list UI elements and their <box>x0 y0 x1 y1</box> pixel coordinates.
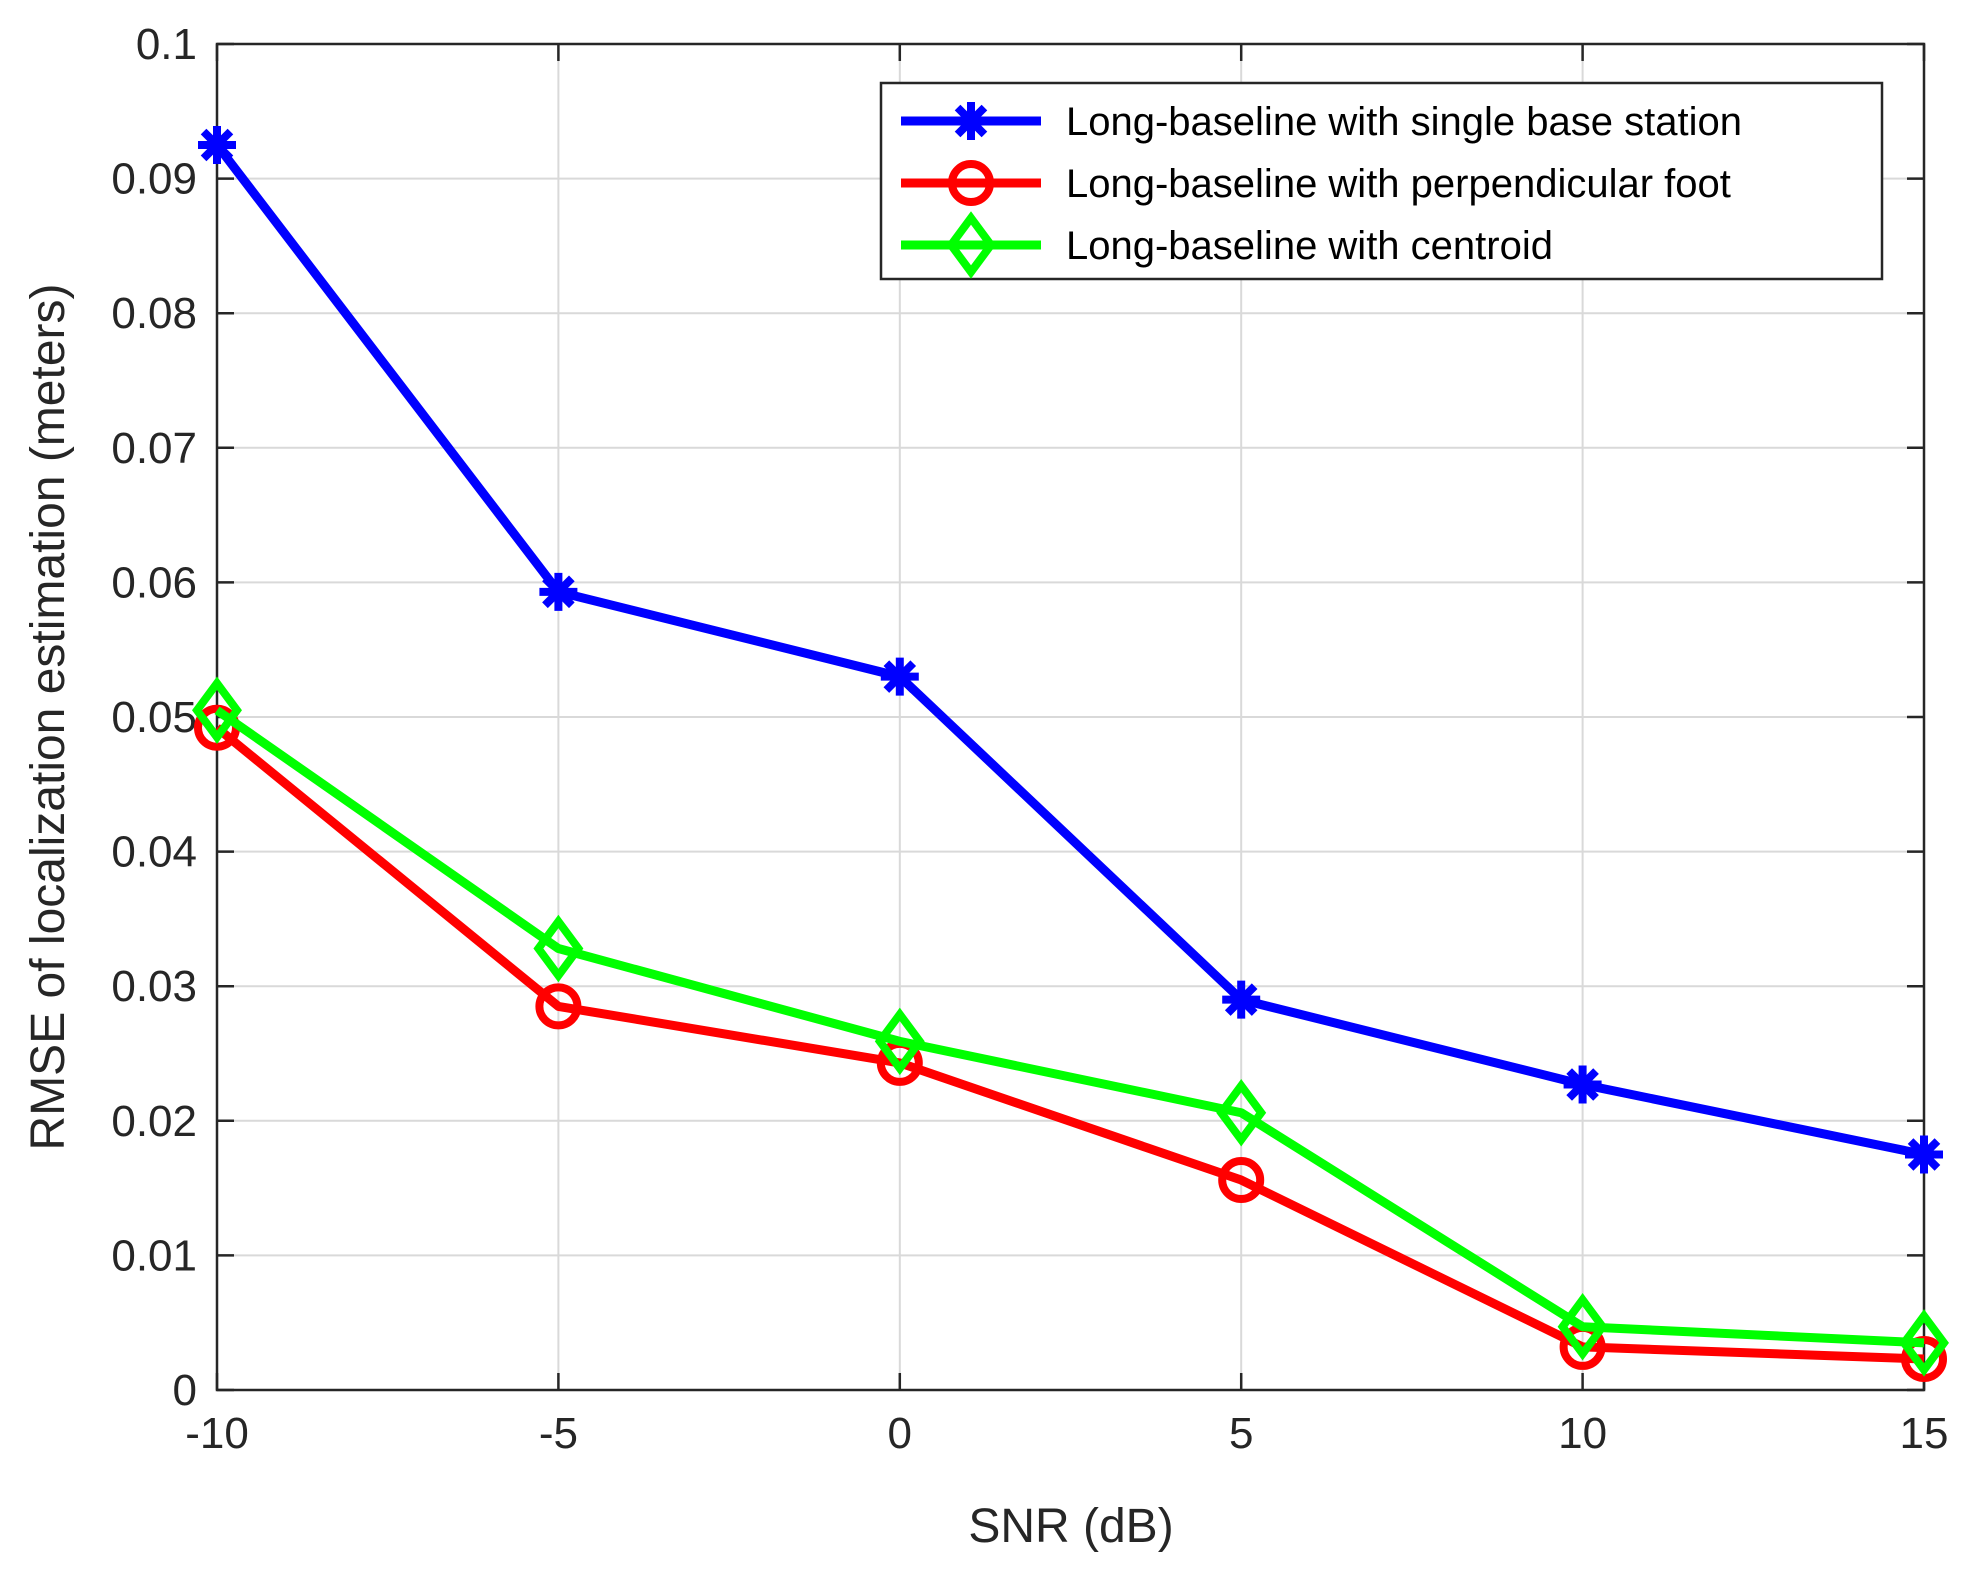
ticks: -10 -5 0 5 10 15 0 0.01 0.02 0.03 0.04 0.05 0.06 0.07… <box>111 20 1948 1458</box>
diamond-marker <box>192 676 242 744</box>
legend-asterisk-marker <box>952 102 990 140</box>
y-tick-label: 0.06 <box>111 558 197 607</box>
diamond-marker <box>533 914 584 983</box>
x-tick-label: -5 <box>539 1409 578 1458</box>
y-tick-label: 0.02 <box>111 1097 197 1146</box>
x-axis-label: SNR (dB) <box>968 1500 1173 1553</box>
legend-label: Long-baseline with centroid <box>1066 224 1553 268</box>
series-group <box>192 125 1949 1383</box>
circle-marker <box>535 983 582 1030</box>
asterisk-marker <box>198 125 236 164</box>
diamond-marker-shape <box>533 914 584 983</box>
legend-diamond-marker <box>946 211 996 279</box>
x-tick-label: 0 <box>888 1409 912 1458</box>
series-3 <box>192 676 1949 1377</box>
legend: Long-baseline with single base station Lo… <box>879 81 1884 281</box>
x-tick-label: -10 <box>185 1409 249 1458</box>
asterisk-marker-stroke <box>883 660 917 693</box>
y-axis-label: RMSE of localization estimation (meters) <box>22 284 75 1151</box>
asterisk-marker-stroke <box>200 128 234 162</box>
circle-marker-shape <box>535 983 582 1030</box>
diamond-marker <box>874 1007 925 1076</box>
diamond-marker-shape <box>874 1007 925 1076</box>
y-tick-label: 0.09 <box>111 155 197 204</box>
y-tick-label: 0.07 <box>111 424 197 473</box>
diamond-marker <box>1216 1079 1267 1147</box>
legend-label: Long-baseline with perpendicular foot <box>1066 162 1731 206</box>
legend-label: Long-baseline with single base station <box>1066 100 1742 144</box>
asterisk-marker-stroke <box>954 104 988 138</box>
diamond-marker-shape <box>1216 1079 1267 1147</box>
series-line <box>214 724 1925 1364</box>
x-tick-label: 15 <box>1900 1409 1949 1458</box>
legend-circle-marker <box>948 160 994 206</box>
y-tick-label: 0.1 <box>136 20 197 69</box>
series-line <box>214 706 1925 1348</box>
asterisk-marker <box>880 657 919 696</box>
asterisk-marker <box>539 572 578 611</box>
asterisk-marker <box>1905 1135 1943 1174</box>
diamond-marker-shape <box>1557 1293 1608 1361</box>
series-1 <box>198 125 1943 1174</box>
legend-item: Long-baseline with perpendicular foot <box>901 160 1731 206</box>
series-line <box>213 142 1925 1159</box>
x-tick-label: 5 <box>1229 1409 1253 1458</box>
circle-marker-shape <box>948 160 994 206</box>
y-tick-label: 0.05 <box>111 693 197 742</box>
diamond-marker-shape <box>946 211 996 279</box>
y-tick-label: 0.01 <box>111 1231 197 1280</box>
asterisk-marker-stroke <box>1224 983 1258 1016</box>
diamond-marker-shape <box>192 676 242 744</box>
asterisk-marker <box>1563 1065 1602 1104</box>
asterisk-marker-stroke <box>542 575 575 609</box>
circle-marker-shape <box>1218 1157 1265 1204</box>
x-tick-label: 10 <box>1558 1409 1607 1458</box>
asterisk-marker-stroke <box>1566 1068 1599 1101</box>
diamond-marker-shape <box>1899 1309 1949 1377</box>
asterisk-marker-stroke <box>1907 1138 1941 1171</box>
asterisk-marker <box>1222 980 1261 1019</box>
y-tick-label: 0.08 <box>111 289 197 338</box>
legend-item: Long-baseline with single base station <box>901 100 1742 144</box>
legend-box <box>879 81 1884 281</box>
y-tick-label: 0.04 <box>111 828 197 877</box>
diamond-marker <box>1557 1293 1608 1361</box>
legend-item: Long-baseline with centroid <box>901 211 1553 279</box>
diamond-marker <box>1899 1309 1949 1377</box>
y-tick-label: 0 <box>173 1366 197 1415</box>
y-tick-label: 0.03 <box>111 962 197 1011</box>
circle-marker <box>1218 1157 1265 1204</box>
